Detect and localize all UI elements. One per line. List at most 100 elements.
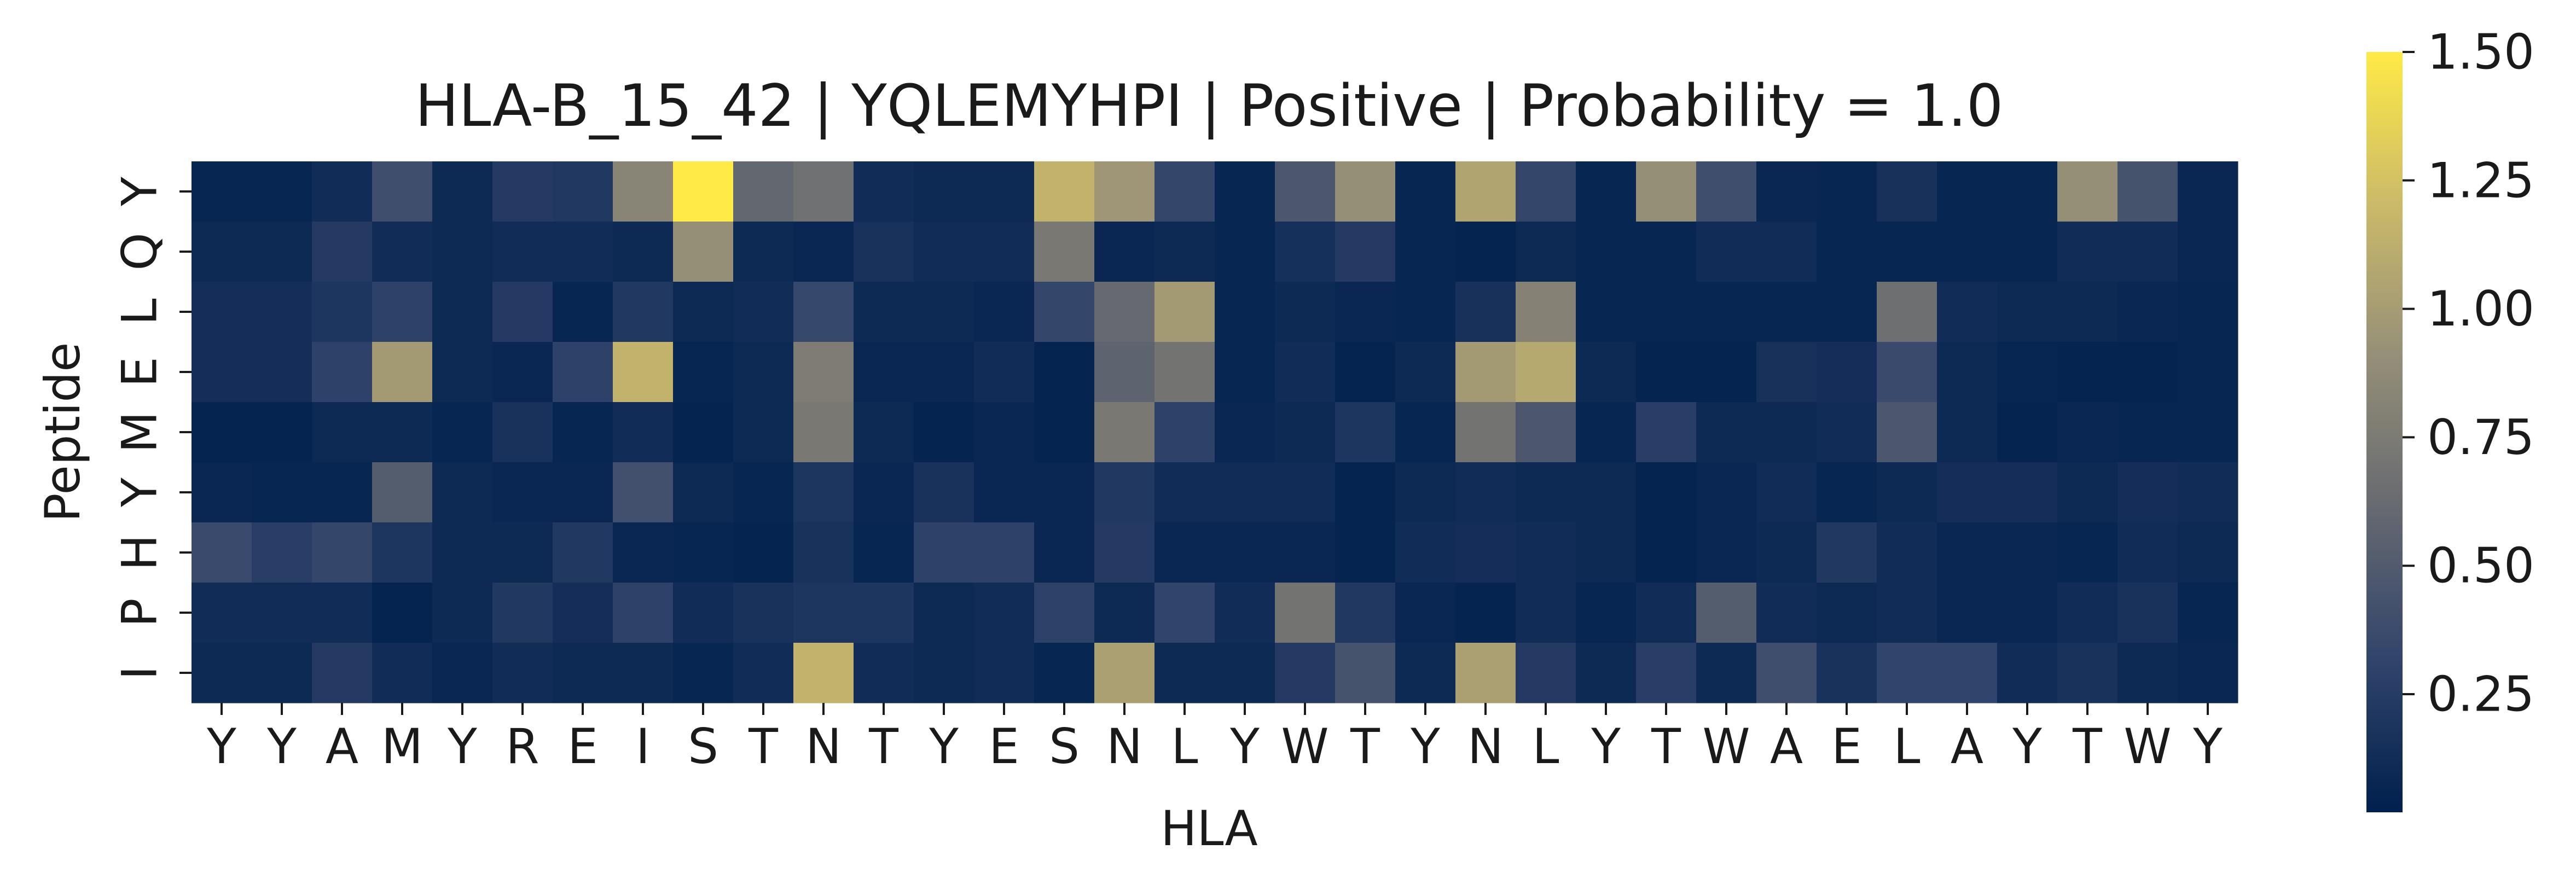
heatmap-cell <box>914 161 974 222</box>
heatmap-cell <box>1576 342 1637 403</box>
heatmap-cell <box>1516 342 1576 403</box>
heatmap-cell <box>1516 583 1576 643</box>
heatmap-cell <box>974 402 1035 463</box>
heatmap-cell <box>1877 583 1937 643</box>
heatmap-cell <box>2117 161 2178 222</box>
heatmap-cell <box>312 462 373 523</box>
heatmap-cell <box>1877 643 1937 703</box>
heatmap-cell <box>1516 282 1576 342</box>
heatmap-cell <box>974 161 1035 222</box>
heatmap-cell <box>553 342 613 403</box>
x-tick-label: I <box>636 718 650 775</box>
heatmap-cell <box>1154 161 1215 222</box>
heatmap-cell <box>1636 462 1697 523</box>
heatmap-cell <box>1997 222 2058 282</box>
heatmap-cell <box>1636 583 1697 643</box>
heatmap-cell <box>1937 402 1998 463</box>
heatmap-cell <box>854 342 914 403</box>
heatmap-cell <box>793 222 854 282</box>
heatmap-cell <box>553 282 613 342</box>
heatmap-cell <box>1455 222 1516 282</box>
heatmap-cell <box>1636 643 1697 703</box>
heatmap-cell <box>1034 161 1095 222</box>
heatmap-cell <box>854 522 914 583</box>
heatmap-cell <box>2117 282 2178 342</box>
heatmap-cell <box>1034 643 1095 703</box>
heatmap-cell <box>733 643 794 703</box>
heatmap-cell <box>1696 282 1757 342</box>
heatmap-cell <box>252 282 312 342</box>
heatmap-cell <box>974 282 1035 342</box>
heatmap-cell <box>1576 462 1637 523</box>
heatmap-cell <box>492 583 553 643</box>
heatmap-cell <box>192 462 252 523</box>
heatmap-cell <box>252 161 312 222</box>
heatmap-cell <box>1034 282 1095 342</box>
heatmap-cell <box>553 522 613 583</box>
heatmap-cell <box>372 402 433 463</box>
x-tick-label: Y <box>266 718 297 775</box>
heatmap-cell <box>1455 402 1516 463</box>
heatmap-cell <box>1696 222 1757 282</box>
x-tick-label: Y <box>1410 718 1440 775</box>
chart-title: HLA-B_15_42 | YQLEMYHPI | Positive | Pro… <box>415 72 2004 140</box>
heatmap-cell <box>312 402 373 463</box>
heatmap-cell <box>372 643 433 703</box>
heatmap-cell <box>372 342 433 403</box>
heatmap-cell <box>1094 161 1155 222</box>
x-tick-label: Y <box>1591 718 1621 775</box>
heatmap-cell <box>793 402 854 463</box>
y-tick-label: Q <box>112 232 168 270</box>
heatmap-cell <box>733 222 794 282</box>
heatmap-cell <box>733 161 794 222</box>
heatmap-cell <box>1034 522 1095 583</box>
x-tick-label: T <box>748 718 779 775</box>
heatmap-cell <box>914 643 974 703</box>
heatmap-cell <box>1034 222 1095 282</box>
heatmap-cell <box>252 402 312 463</box>
heatmap-cell <box>1997 583 2058 643</box>
heatmap-cell <box>432 282 493 342</box>
x-tick-label: L <box>1171 718 1198 775</box>
heatmap-cell <box>372 583 433 643</box>
y-tick-label: Y <box>112 177 168 207</box>
heatmap-cell <box>312 161 373 222</box>
heatmap-cell <box>1395 522 1456 583</box>
heatmap-cell <box>854 462 914 523</box>
heatmap-cell <box>1817 402 1877 463</box>
colorbar-tick-label: 0.25 <box>2427 666 2534 722</box>
heatmap-cell <box>1636 161 1697 222</box>
heatmap-cell <box>613 522 674 583</box>
heatmap-cell <box>1275 161 1336 222</box>
heatmap-cell <box>1817 161 1877 222</box>
heatmap-cell <box>432 583 493 643</box>
heatmap-cell <box>1215 522 1275 583</box>
heatmap-cell <box>1576 583 1637 643</box>
heatmap-cell <box>492 462 553 523</box>
heatmap-cell <box>673 161 734 222</box>
heatmap-cell <box>1395 462 1456 523</box>
heatmap-cell <box>1275 462 1336 523</box>
heatmap-cell <box>673 402 734 463</box>
heatmap-cell <box>1455 522 1516 583</box>
heatmap-cell <box>673 222 734 282</box>
y-tick-label: H <box>112 534 168 571</box>
heatmap-cell <box>2057 462 2118 523</box>
heatmap-cell <box>914 402 974 463</box>
heatmap-cell <box>1395 282 1456 342</box>
heatmap-cell <box>613 462 674 523</box>
heatmap-cell <box>2178 282 2238 342</box>
x-axis-label: HLA <box>1161 800 1257 857</box>
heatmap-cell <box>974 522 1035 583</box>
heatmap-cell <box>492 161 553 222</box>
heatmap-cell <box>492 342 553 403</box>
x-tick-label: L <box>1893 718 1920 775</box>
x-tick-label: T <box>1651 718 1681 775</box>
heatmap-cell <box>613 282 674 342</box>
heatmap-cell <box>1516 222 1576 282</box>
heatmap-cell <box>1034 342 1095 403</box>
heatmap-cell <box>1817 643 1877 703</box>
heatmap-cell <box>1215 342 1275 403</box>
heatmap-cell <box>914 462 974 523</box>
heatmap-cell <box>1154 583 1215 643</box>
